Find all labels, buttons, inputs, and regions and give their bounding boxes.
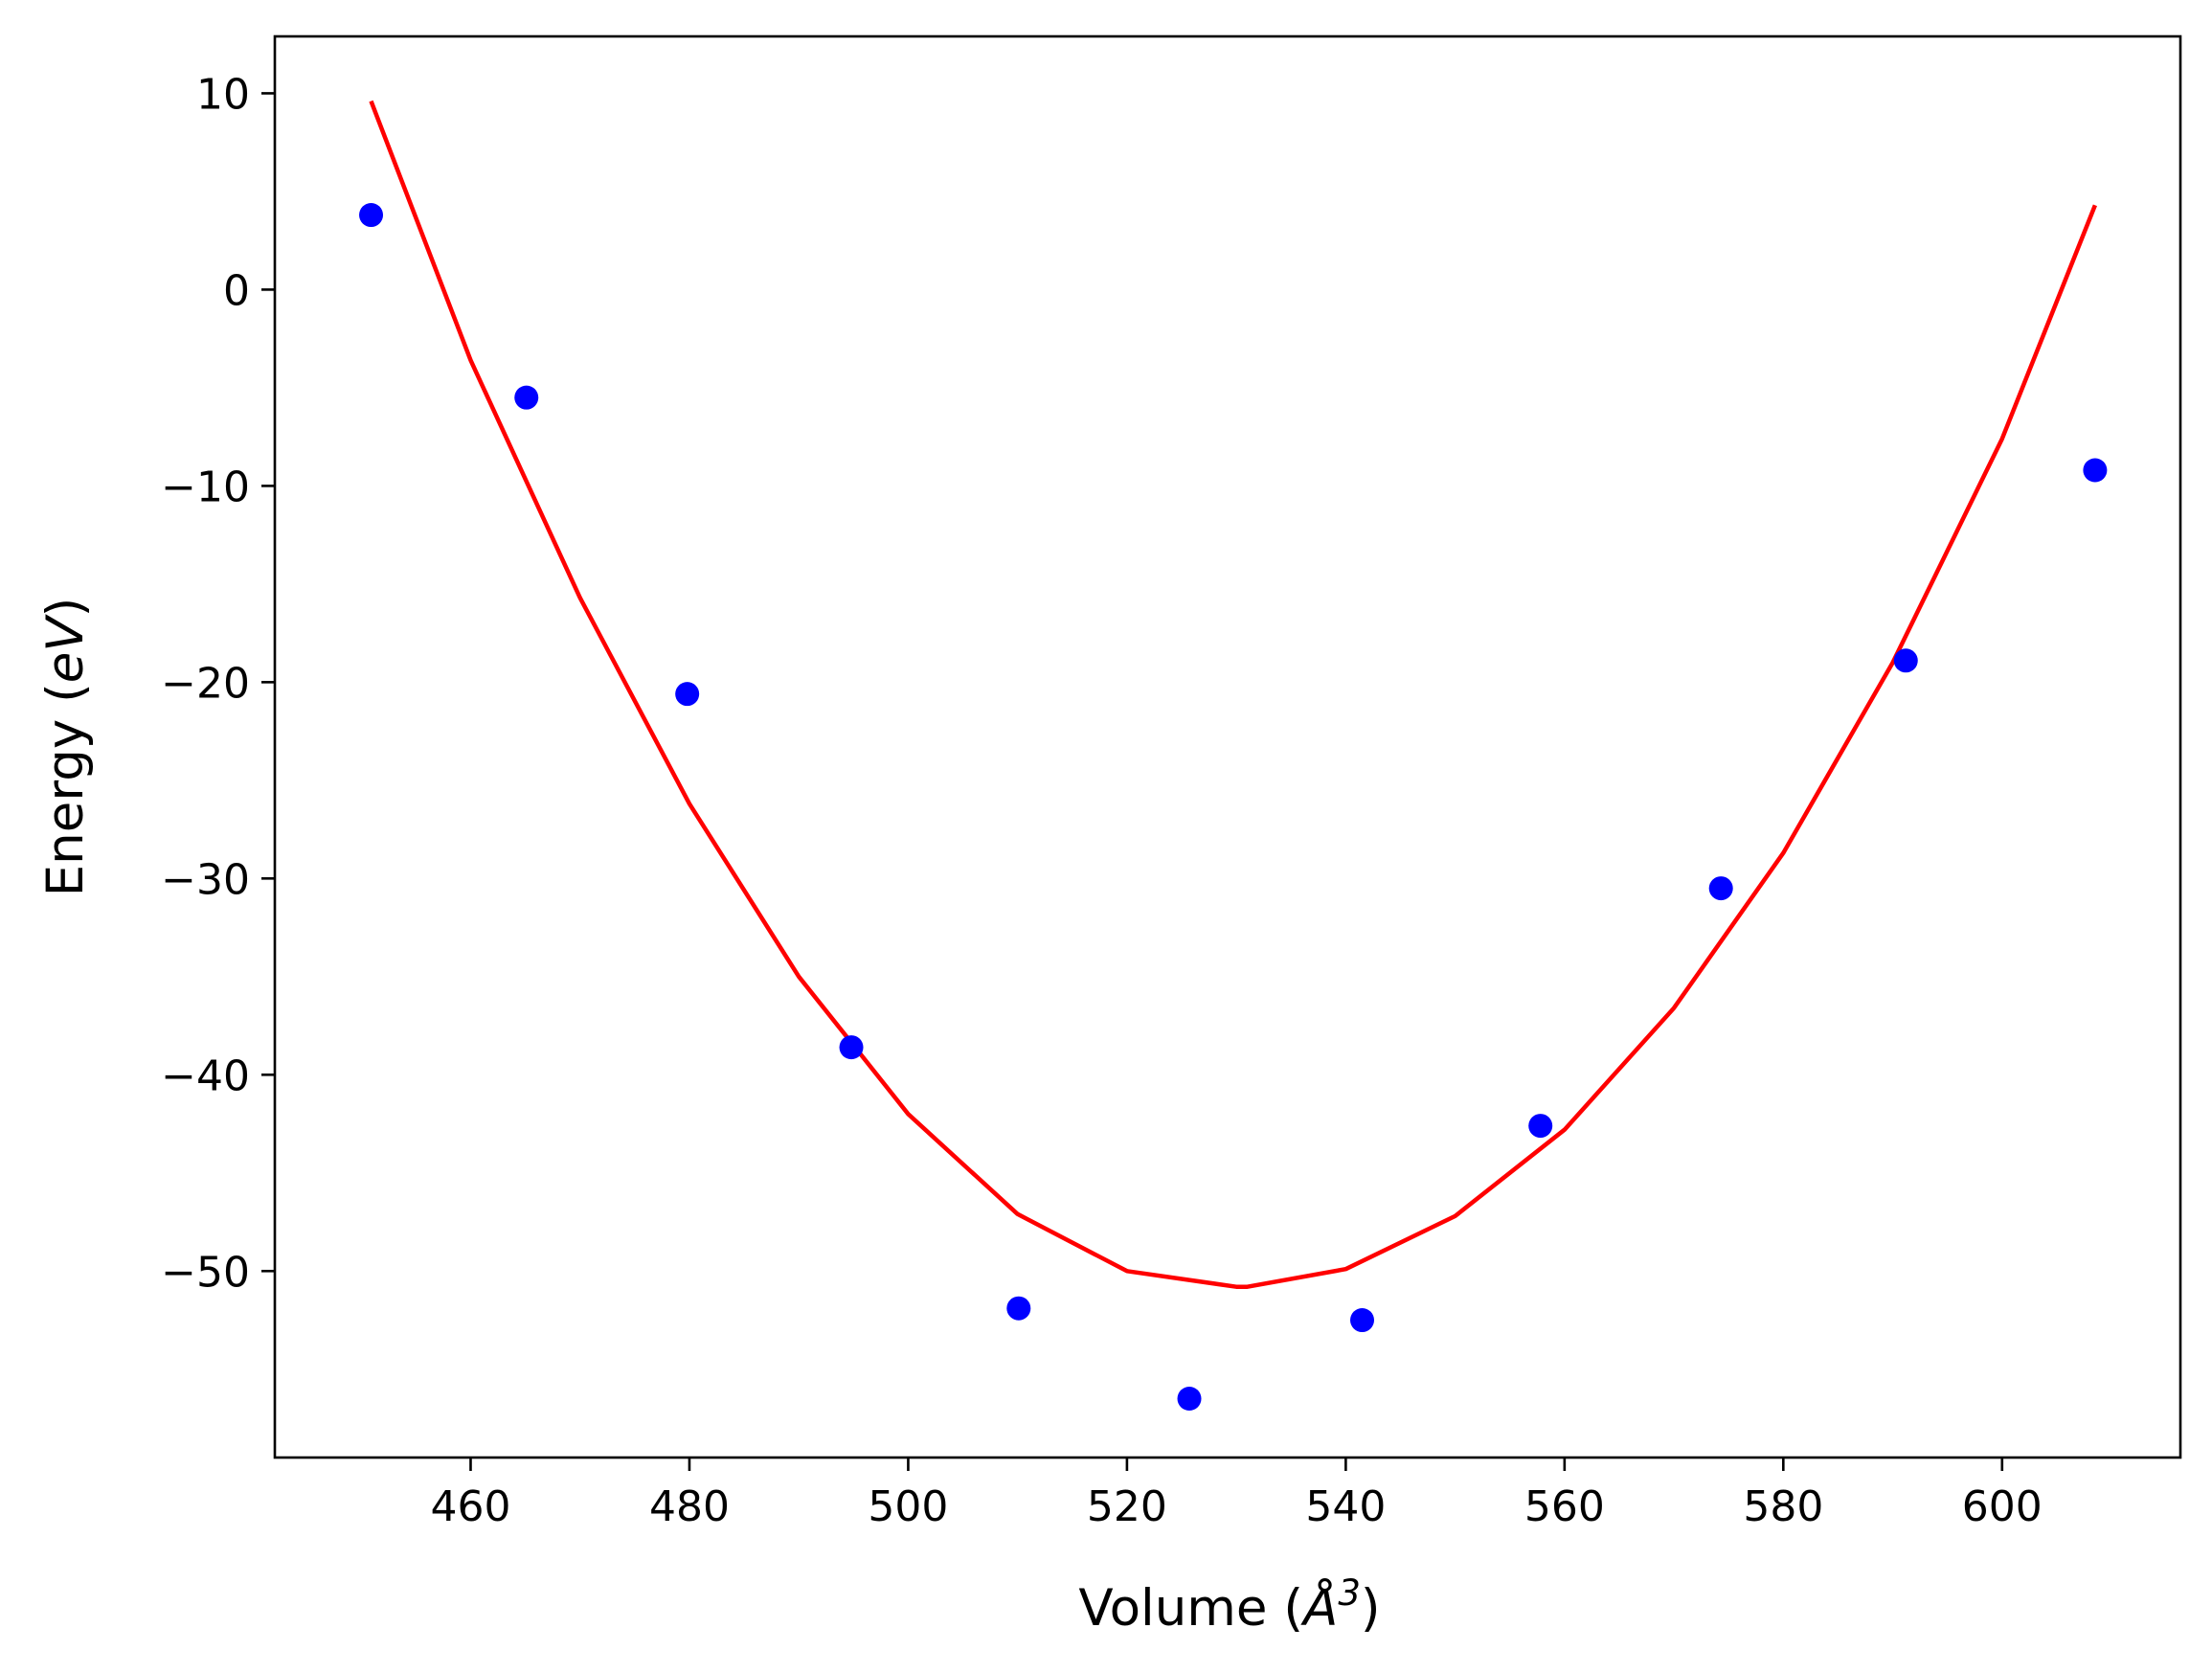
data-point	[1350, 1308, 1375, 1333]
x-tick-label: 580	[1743, 1482, 1823, 1531]
x-tick-label: 500	[868, 1482, 948, 1531]
data-point	[1528, 1114, 1553, 1139]
y-tick-label: −10	[161, 463, 250, 511]
x-tick-label: 480	[649, 1482, 730, 1531]
x-axis: 460 480 500 520 540 560 580 600	[430, 1458, 2043, 1531]
x-tick-label: 520	[1087, 1482, 1167, 1531]
data-point	[1006, 1296, 1031, 1321]
y-axis: 10 0 −10 −20 −30 −40 −50	[161, 70, 275, 1297]
x-tick-label: 540	[1305, 1482, 1386, 1531]
fit-curve	[369, 100, 2097, 1289]
data-point	[1708, 876, 1733, 901]
x-axis-label: Volume (Å3)	[1078, 1572, 1380, 1639]
data-point	[359, 203, 384, 228]
data-point	[2083, 458, 2108, 483]
x-tick-label: 560	[1524, 1482, 1605, 1531]
data-point	[514, 385, 539, 410]
y-axis-label: Energy (eV)	[36, 598, 95, 897]
y-tick-label: −50	[161, 1248, 250, 1297]
data-point	[1893, 648, 1918, 673]
x-tick-label: 600	[1962, 1482, 2043, 1531]
plot-area	[359, 100, 2108, 1412]
y-tick-label: −20	[161, 659, 250, 708]
y-tick-label: 10	[196, 70, 250, 119]
data-point	[1177, 1387, 1202, 1412]
y-tick-label: 0	[223, 266, 250, 315]
axes-frame	[273, 34, 2182, 1459]
data-point	[675, 682, 700, 707]
x-tick-label: 460	[430, 1482, 510, 1531]
y-tick-label: −30	[161, 855, 250, 904]
data-point	[839, 1035, 864, 1060]
y-tick-label: −40	[161, 1051, 250, 1100]
